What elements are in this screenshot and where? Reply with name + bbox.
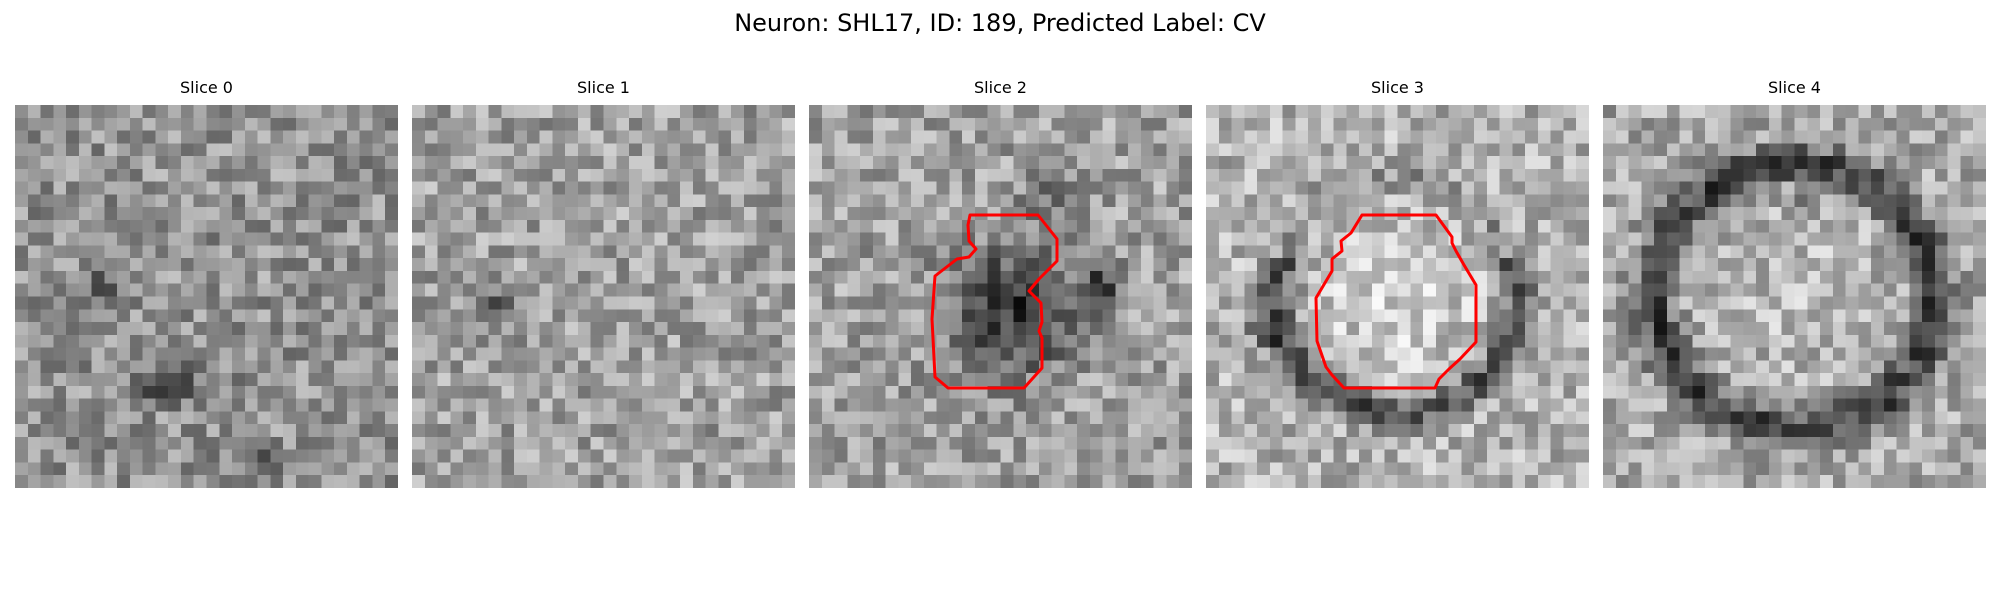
slice-panel-2: Slice 2 (809, 78, 1192, 488)
slice-image-4 (1603, 105, 1986, 488)
slice-image-0 (15, 105, 398, 488)
slice-image-1 (412, 105, 795, 488)
slice-panel-0: Slice 0 (15, 78, 398, 488)
slice-panel-3: Slice 3 (1206, 78, 1589, 488)
slice-image-3 (1206, 105, 1589, 488)
segmentation-contour (930, 213, 1059, 390)
slice-title-1: Slice 1 (577, 78, 630, 97)
slice-title-2: Slice 2 (974, 78, 1027, 97)
slice-title-0: Slice 0 (180, 78, 233, 97)
slice-panel-1: Slice 1 (412, 78, 795, 488)
figure-title: Neuron: SHL17, ID: 189, Predicted Label:… (734, 9, 1266, 37)
slice-panel-4: Slice 4 (1603, 78, 1986, 488)
slice-title-4: Slice 4 (1768, 78, 1821, 97)
segmentation-contour (1314, 213, 1478, 390)
slice-title-3: Slice 3 (1371, 78, 1424, 97)
slice-image-2 (809, 105, 1192, 488)
